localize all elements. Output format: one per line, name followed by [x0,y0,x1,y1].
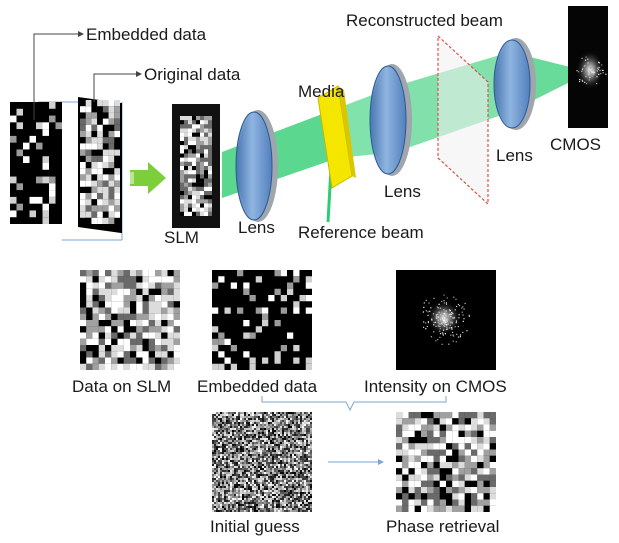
original-data-callout [93,73,136,102]
slm-device [172,104,220,228]
label-reconstructed-beam: Reconstructed beam [346,11,503,30]
label-cmos: CMOS [550,135,601,154]
label-lens-1: Lens [238,218,275,237]
label-original-data: Original data [144,65,241,84]
caption-phase-retrieval: Phase retrieval [386,517,499,536]
label-lens-2: Lens [384,182,421,201]
cmos-sensor [568,6,608,128]
green-arrow-icon [130,162,166,194]
caption-embedded-data: Embedded data [197,377,318,396]
label-lens-3: Lens [496,146,533,165]
label-reference-beam: Reference beam [298,223,424,242]
bracket-connector [261,396,447,412]
caption-data-on-slm: Data on SLM [72,377,171,396]
embedded-data-callout [33,33,78,120]
label-embedded-data: Embedded data [86,25,207,44]
lens-2 [369,64,412,176]
label-slm: SLM [164,228,199,247]
label-media: Media [298,82,345,101]
lens-3 [493,38,536,130]
reconstruction-plane [437,34,489,206]
caption-initial-guess: Initial guess [210,517,300,536]
data-page-stack [10,31,142,241]
lens-1 [235,110,278,222]
caption-intensity-on-cmos: Intensity on CMOS [364,377,507,396]
